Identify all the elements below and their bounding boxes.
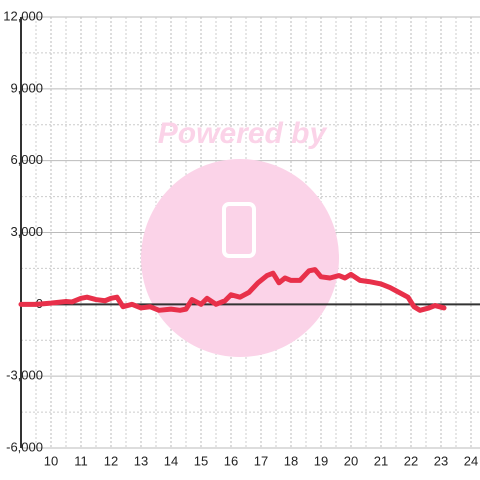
watermark-text: Powered by xyxy=(158,117,328,150)
y-tick-label: 9,000 xyxy=(10,80,43,95)
x-tick-label: 10 xyxy=(44,453,58,468)
x-tick-label: 19 xyxy=(314,453,328,468)
x-tick-label: 24 xyxy=(464,453,478,468)
x-tick-label: 11 xyxy=(74,453,88,468)
x-tick-label: 16 xyxy=(224,453,238,468)
y-tick-label: -3,000 xyxy=(6,368,43,383)
y-tick-label: 6,000 xyxy=(10,152,43,167)
x-tick-label: 22 xyxy=(404,453,418,468)
x-tick-label: 14 xyxy=(164,453,178,468)
y-tick-label: 3,000 xyxy=(10,224,43,239)
watermark-icon xyxy=(222,202,256,258)
line xyxy=(18,267,447,313)
x-tick-label: 17 xyxy=(254,453,268,468)
x-tick-label: 20 xyxy=(344,453,358,468)
x-tick-label: 13 xyxy=(134,453,148,468)
x-tick-label: 21 xyxy=(374,453,388,468)
y-tick-label: 12,000 xyxy=(3,8,43,23)
x-tick-label: 15 xyxy=(194,453,208,468)
y-tick-label: -6,000 xyxy=(6,439,43,454)
x-tick-label: 23 xyxy=(434,453,448,468)
x-tick-label: 18 xyxy=(284,453,298,468)
x-tick-label: 12 xyxy=(104,453,118,468)
